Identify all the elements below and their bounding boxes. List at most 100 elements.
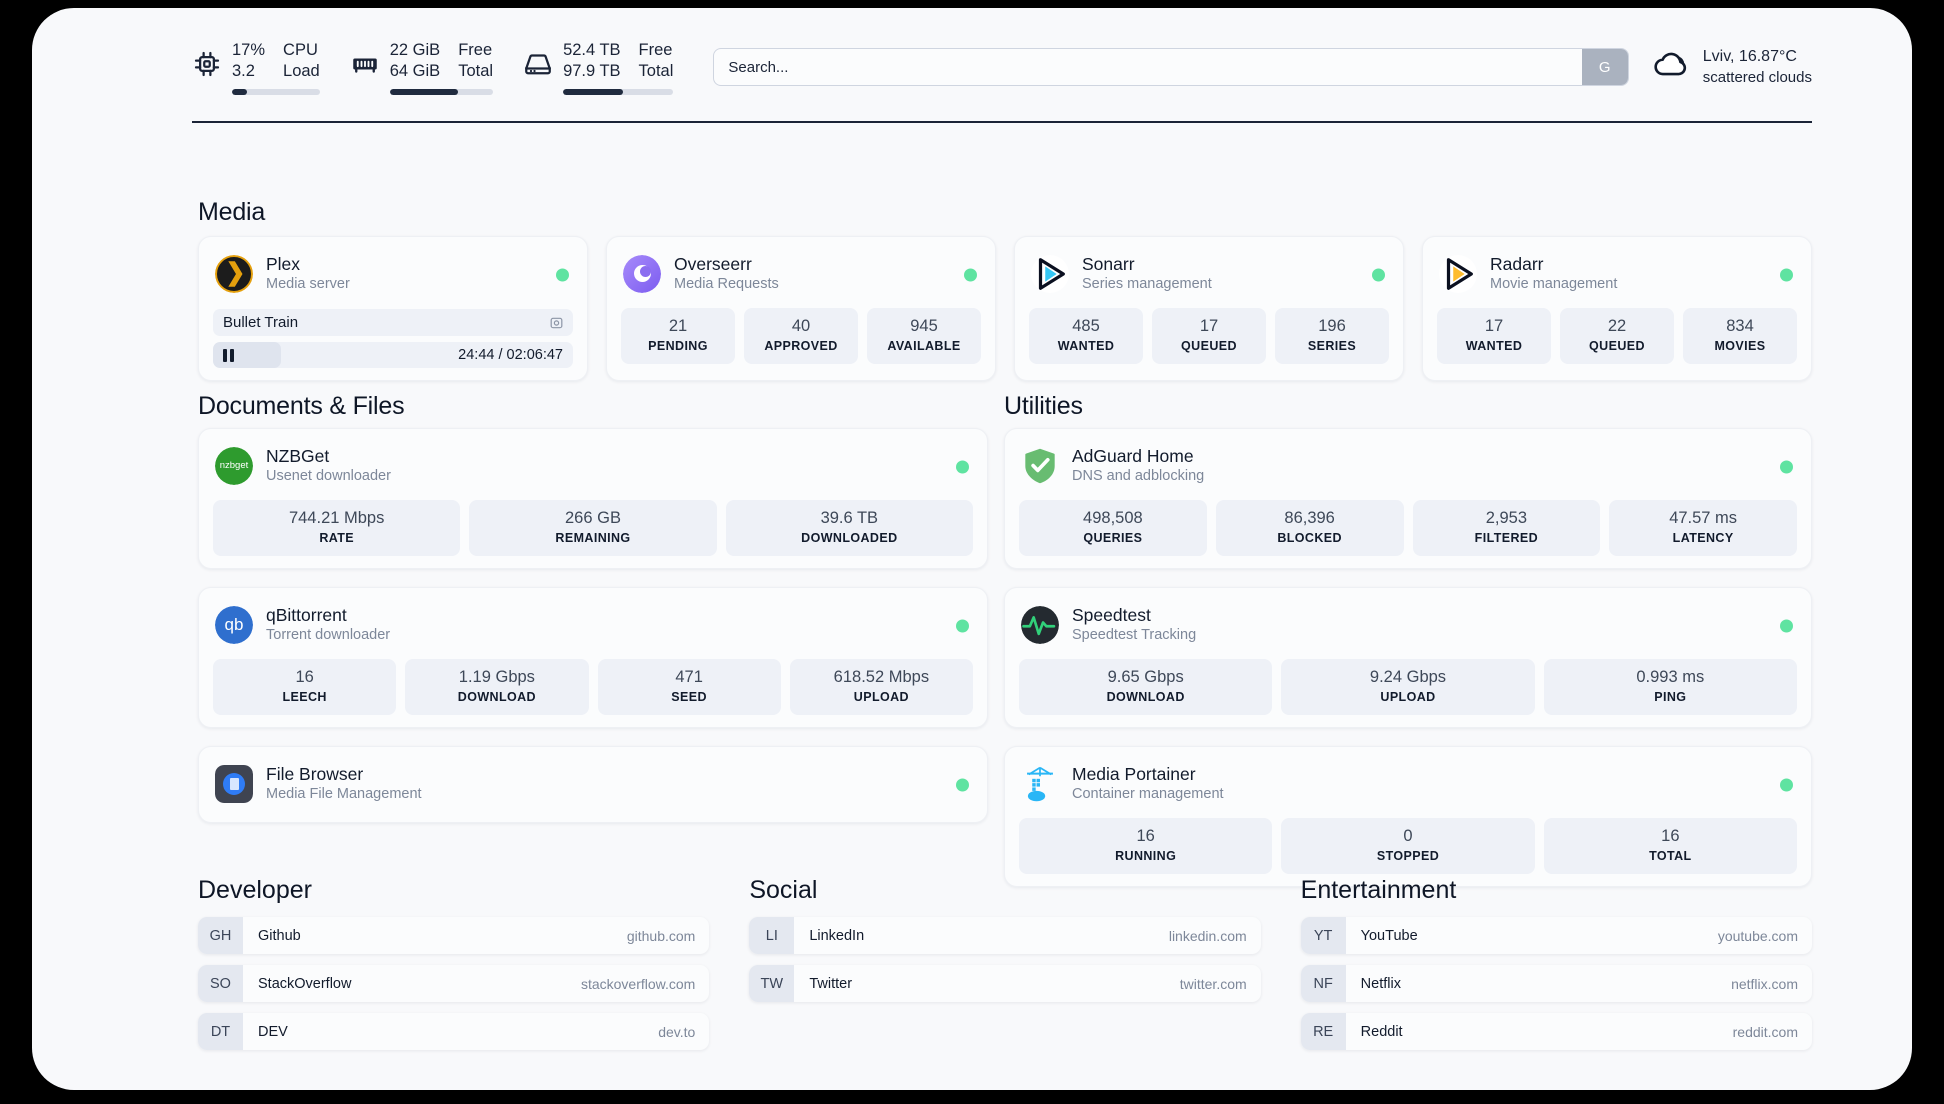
service-card-header[interactable]: qb qBittorrent Torrent downloader — [213, 600, 973, 651]
bookmark-item-reddit[interactable]: RE Reddit reddit.com — [1300, 1013, 1812, 1050]
stat-tile-upload[interactable]: 9.24 Gbps UPLOAD — [1281, 659, 1535, 715]
stat-tile-series[interactable]: 196 SERIES — [1275, 308, 1389, 364]
stat-tile-queued[interactable]: 17 QUEUED — [1152, 308, 1266, 364]
stat-value: 17 — [1484, 317, 1504, 335]
service-description: Container management — [1072, 786, 1224, 802]
sonarr-icon — [1031, 254, 1069, 293]
service-card-speedtest[interactable]: Speedtest Speedtest Tracking 9.65 Gbps DOWN… — [1004, 587, 1812, 728]
service-card-adguard-home[interactable]: AdGuard Home DNS and adblocking 498,508 QUE… — [1004, 428, 1812, 569]
stat-tile-seed[interactable]: 471 SEED — [597, 659, 781, 715]
search-submit-button[interactable]: G — [1581, 49, 1628, 85]
stat-tile-blocked[interactable]: 86,396 BLOCKED — [1215, 500, 1404, 556]
service-card-header[interactable]: Speedtest Speedtest Tracking — [1019, 600, 1797, 651]
stat-label: APPROVED — [764, 339, 838, 353]
stat-tile-upload[interactable]: 618.52 Mbps UPLOAD — [789, 659, 973, 715]
service-card-plex[interactable]: Plex Media server Bullet Train 24:44 / 02:0… — [198, 236, 588, 381]
bookmark-name: YouTube — [1360, 927, 1418, 944]
adguard-icon — [1021, 447, 1059, 485]
stat-value: 9.65 Gbps — [1107, 668, 1184, 686]
service-description: Media Requests — [674, 276, 779, 292]
service-meta: File Browser Media File Management — [266, 763, 422, 804]
stats-row: 485 WANTED 17 QUEUED 196 SERIES — [1029, 308, 1389, 364]
search-input[interactable] — [714, 49, 1582, 85]
radarr-icon — [1439, 254, 1477, 293]
cast-icon[interactable] — [549, 315, 564, 330]
stat-tile-approved[interactable]: 40 APPROVED — [744, 308, 858, 364]
bookmark-item-youtube[interactable]: YT YouTube youtube.com — [1300, 917, 1812, 954]
service-card-header[interactable]: Sonarr Series management — [1029, 249, 1389, 300]
service-card-header[interactable]: Plex Media server — [213, 249, 573, 300]
stat-tile-download[interactable]: 1.19 Gbps DOWNLOAD — [405, 659, 589, 715]
service-card-file-browser[interactable]: File Browser Media File Management — [198, 746, 988, 823]
memory-total: 64 GiB — [389, 61, 441, 80]
bookmark-url: github.com — [626, 927, 696, 944]
stat-label: REMAINING — [555, 531, 631, 545]
stat-label: STOPPED — [1376, 849, 1440, 863]
service-card-header[interactable]: Overseerr Media Requests — [621, 249, 981, 300]
stat-tile-pending[interactable]: 21 PENDING — [621, 308, 735, 364]
service-name: Media Portainer — [1072, 764, 1196, 784]
service-card-header[interactable]: Media Portainer Container management — [1019, 759, 1797, 810]
stat-tile-total[interactable]: 16 TOTAL — [1543, 818, 1797, 874]
bookmark-abbr: TW — [749, 965, 795, 1002]
stat-tile-available[interactable]: 945 AVAILABLE — [867, 308, 981, 364]
service-card-header[interactable]: Radarr Movie management — [1437, 249, 1797, 300]
stat-value: 0.993 ms — [1636, 668, 1705, 686]
service-card-overseerr[interactable]: Overseerr Media Requests 21 PENDING 40 APPROV… — [606, 236, 996, 381]
stat-tile-ping[interactable]: 0.993 ms PING — [1543, 659, 1797, 715]
stat-tile-running[interactable]: 16 RUNNING — [1019, 818, 1273, 874]
stat-value: 16 — [1661, 827, 1680, 845]
bookmark-item-dev[interactable]: DT DEV dev.to — [198, 1013, 710, 1050]
stat-tile-stopped[interactable]: 0 STOPPED — [1281, 818, 1535, 874]
search-box[interactable]: G — [713, 48, 1629, 86]
status-indicator-online — [1780, 778, 1793, 791]
bookmark-group-title: Developer — [198, 876, 312, 904]
service-card-media-portainer[interactable]: Media Portainer Container management 16 RUN… — [1004, 746, 1812, 887]
stat-tile-download[interactable]: 9.65 Gbps DOWNLOAD — [1019, 659, 1273, 715]
dashboard-window: 17% 3.2 CPU Load — [32, 8, 1912, 1090]
service-description: DNS and adblocking — [1072, 468, 1205, 484]
stat-tile-movies[interactable]: 834 MOVIES — [1683, 308, 1797, 364]
stat-tile-queries[interactable]: 498,508 QUERIES — [1019, 500, 1207, 556]
service-name: NZBGet — [266, 446, 330, 466]
service-card-header[interactable]: File Browser Media File Management — [213, 759, 973, 810]
service-meta: NZBGet Usenet downloader — [266, 445, 391, 486]
stat-tile-remaining[interactable]: 266 GB REMAINING — [469, 500, 717, 556]
cpu-sub: 3.2 — [232, 61, 255, 80]
service-card-header[interactable]: AdGuard Home DNS and adblocking — [1019, 441, 1797, 492]
bookmark-item-linkedin[interactable]: LI LinkedIn linkedin.com — [749, 917, 1261, 954]
now-playing-progress-bar[interactable]: 24:44 / 02:06:47 — [213, 342, 573, 368]
service-card-qbittorrent[interactable]: qb qBittorrent Torrent downloader 16 LEECH 1.… — [198, 587, 988, 728]
service-card-sonarr[interactable]: Sonarr Series management 485 WANTED 17 QUEUED… — [1014, 236, 1404, 381]
bookmark-item-github[interactable]: GH Github github.com — [198, 917, 710, 954]
disk-usage-bar — [563, 88, 674, 95]
stat-tile-downloaded[interactable]: 39.6 TB DOWNLOADED — [725, 500, 973, 556]
bookmark-item-twitter[interactable]: TW Twitter twitter.com — [749, 965, 1261, 1002]
stats-row: 498,508 QUERIES 86,396 BLOCKED 2,953 FILTERED… — [1019, 500, 1797, 556]
stat-tile-wanted[interactable]: 17 WANTED — [1437, 308, 1551, 364]
stat-value: 17 — [1199, 317, 1219, 335]
stat-tile-latency[interactable]: 47.57 ms LATENCY — [1609, 500, 1797, 556]
stat-value: 945 — [910, 317, 938, 335]
pause-icon[interactable] — [223, 348, 234, 362]
stat-tile-wanted[interactable]: 485 WANTED — [1029, 308, 1143, 364]
stat-value: 196 — [1318, 317, 1346, 335]
section-title-media: Media — [198, 198, 266, 226]
stat-label: QUEUED — [1181, 339, 1237, 353]
service-description: Speedtest Tracking — [1072, 627, 1197, 643]
utilities-card-column: AdGuard Home DNS and adblocking 498,508 QUE… — [1004, 428, 1812, 887]
stat-tile-queued[interactable]: 22 QUEUED — [1560, 308, 1674, 364]
service-card-nzbget[interactable]: nzbget NZBGet Usenet downloader 744.21 Mbps… — [198, 428, 988, 569]
stat-tile-leech[interactable]: 16 LEECH — [213, 659, 397, 715]
stat-value: 0 — [1403, 827, 1413, 845]
service-card-radarr[interactable]: Radarr Movie management 17 WANTED 22 QUEUED 83… — [1422, 236, 1812, 381]
bookmark-abbr: NF — [1300, 965, 1346, 1002]
service-card-header[interactable]: nzbget NZBGet Usenet downloader — [213, 441, 973, 492]
bookmark-item-stackoverflow[interactable]: SO StackOverflow stackoverflow.com — [198, 965, 710, 1002]
search-area: G — [713, 48, 1629, 86]
service-meta: Plex Media server — [266, 253, 350, 294]
stat-tile-rate[interactable]: 744.21 Mbps RATE — [213, 500, 461, 556]
status-indicator-online — [956, 619, 969, 632]
bookmark-item-netflix[interactable]: NF Netflix netflix.com — [1300, 965, 1812, 1002]
stat-tile-filtered[interactable]: 2,953 FILTERED — [1412, 500, 1601, 556]
